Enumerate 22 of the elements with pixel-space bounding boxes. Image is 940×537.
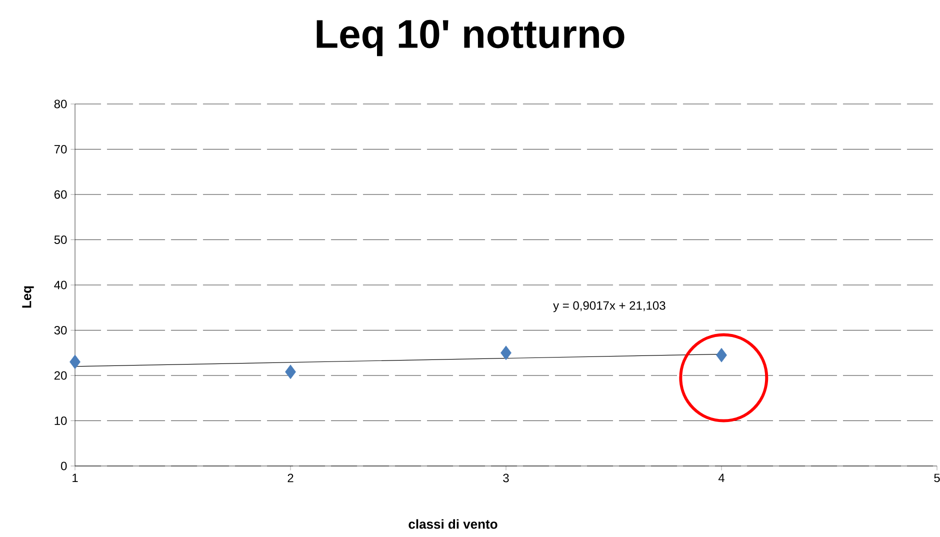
- y-tick-label: 0: [61, 462, 67, 470]
- x-axis-title: classi di vento: [408, 519, 498, 529]
- point: [70, 354, 80, 370]
- y-tick-label: 20: [54, 371, 67, 380]
- y-tick-label: 50: [54, 235, 67, 244]
- x-tick-label: 4: [718, 474, 724, 482]
- y-tick-label: 10: [54, 416, 67, 425]
- chart-title: Leq 10' notturno: [316, 20, 624, 56]
- x-tick-label: 3: [503, 474, 509, 482]
- annotation: y = 0,9017x + 21,103: [553, 301, 666, 312]
- y-tick-label: 30: [54, 326, 67, 334]
- point: [285, 364, 296, 380]
- y-tick-label: 80: [54, 100, 67, 108]
- y-tick-label: 40: [54, 280, 67, 290]
- y-tick-label: 60: [54, 190, 67, 199]
- y-axis-title: Leq: [22, 286, 34, 308]
- x-tick-label: 1: [72, 474, 78, 482]
- point: [500, 346, 512, 360]
- point: [716, 348, 727, 362]
- x-tick-label: 5: [934, 474, 940, 482]
- y-tick-label: 70: [54, 144, 67, 154]
- x-tick-label: 2: [288, 474, 294, 482]
